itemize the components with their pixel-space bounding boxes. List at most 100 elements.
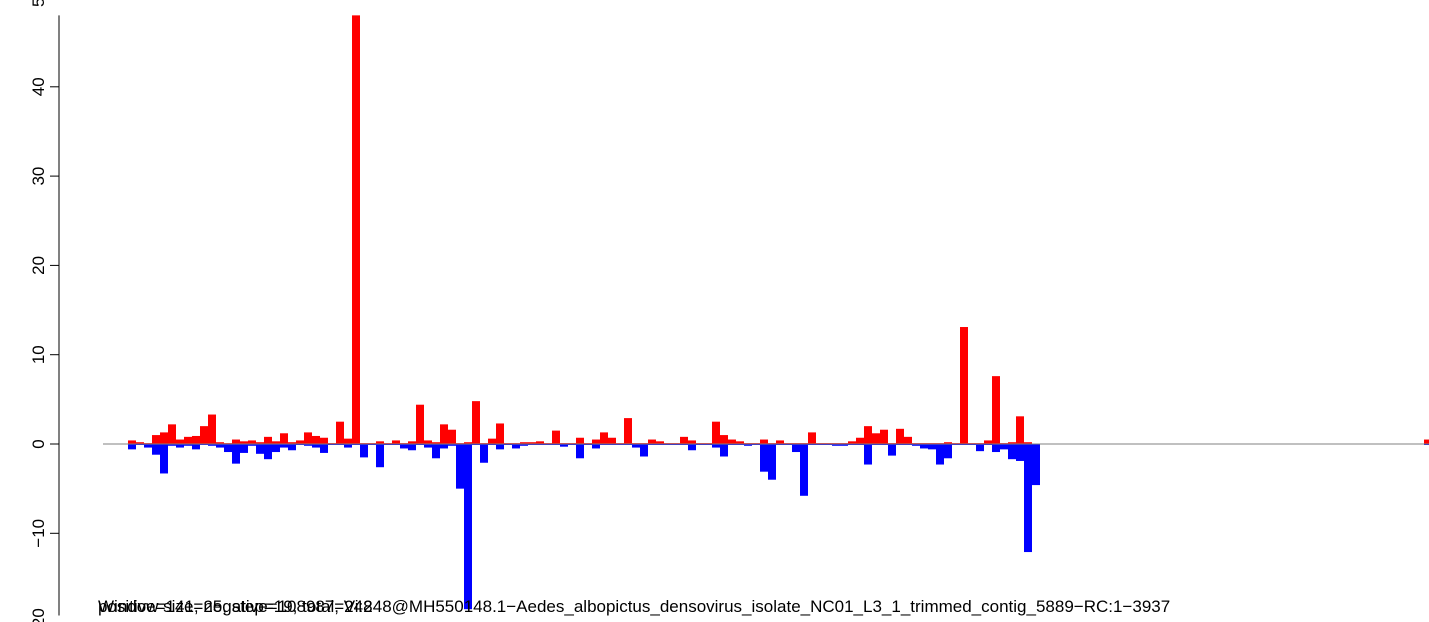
positive-bar-32: [376, 441, 384, 444]
positive-bar-74: [712, 421, 720, 444]
negative-bar-30: [360, 444, 368, 458]
negative-bar-93: [864, 444, 872, 465]
y-tick-label: 10: [29, 345, 48, 364]
positive-bar-17: [256, 442, 264, 444]
positive-bar-14: [232, 439, 240, 444]
positive-bar-24: [312, 435, 320, 444]
negative-bar-114: [1032, 444, 1040, 486]
negative-bar-19: [272, 444, 280, 453]
positive-bar-71: [688, 440, 696, 444]
positive-bar-77: [736, 441, 744, 444]
negative-bar-107: [976, 444, 984, 452]
positive-bar-52: [536, 441, 544, 444]
negative-bar-25: [320, 444, 328, 453]
negative-bar-64: [632, 444, 640, 448]
negative-bar-42: [456, 444, 464, 489]
positive-bar-54: [552, 430, 560, 444]
negative-bar-8: [184, 444, 192, 446]
negative-bar-96: [888, 444, 896, 456]
positive-bar-61: [608, 437, 616, 444]
positive-bar-28: [344, 438, 352, 444]
positive-bar-5: [160, 432, 168, 444]
positive-bar-1: [128, 440, 136, 444]
negative-bar-40: [440, 444, 448, 449]
negative-bar-71: [688, 444, 696, 451]
negative-bar-47: [496, 444, 504, 450]
positive-bar-44: [472, 401, 480, 444]
negative-bar-103: [944, 444, 952, 459]
negative-bar-4: [152, 444, 160, 455]
positive-bar-8: [184, 436, 192, 444]
positive-bar-95: [880, 429, 888, 444]
y-tick-label: 30: [29, 167, 48, 186]
positive-bar-18: [264, 436, 272, 444]
positive-bar-105: [960, 327, 968, 444]
negative-bar-14: [232, 444, 240, 464]
positive-bar-93: [864, 426, 872, 444]
negative-bar-49: [512, 444, 520, 449]
positive-bar-16: [248, 440, 256, 444]
positive-bar-37: [416, 404, 424, 444]
positive-bar-76: [728, 439, 736, 444]
y-tick-label: 0: [29, 439, 48, 448]
positive-bar-109: [992, 376, 1000, 444]
negative-bar-11: [208, 444, 216, 446]
negative-bar-81: [768, 444, 776, 480]
positive-bar-36: [408, 441, 416, 444]
positive-bar-43: [464, 442, 472, 444]
positive-bar-75: [720, 435, 728, 444]
y-tick-label: 40: [29, 77, 48, 96]
negative-bar-59: [592, 444, 600, 449]
positive-bar-70: [680, 436, 688, 444]
positive-bar-22: [296, 440, 304, 444]
negative-bar-9: [192, 444, 200, 450]
negative-bar-23: [304, 444, 312, 446]
positive-bar-103: [944, 442, 952, 444]
negative-bar-84: [792, 444, 800, 453]
positive-bar-21: [288, 442, 296, 444]
negative-bar-13: [224, 444, 232, 453]
positive-bar-60: [600, 432, 608, 444]
positive-bar-97: [896, 428, 904, 444]
positive-bar-47: [496, 423, 504, 444]
negative-bar-85: [800, 444, 808, 496]
negative-bar-32: [376, 444, 384, 468]
y-tick-label: −20: [29, 608, 48, 622]
positive-bar-4: [152, 435, 160, 444]
positive-bar-63: [624, 418, 632, 444]
negative-bar-80: [760, 444, 768, 472]
negative-bar-18: [264, 444, 272, 460]
negative-bar-101: [928, 444, 936, 450]
negative-bar-50: [520, 444, 528, 446]
negative-bar-3: [144, 444, 152, 448]
negative-bar-111: [1008, 444, 1016, 460]
negative-bar-102: [936, 444, 944, 465]
negative-bar-99: [912, 444, 920, 446]
positive-bar-86: [808, 432, 816, 444]
positive-bar-112: [1016, 416, 1024, 444]
positive-bar-51: [528, 442, 536, 444]
positive-bar-80: [760, 439, 768, 444]
positive-bar-111: [1008, 442, 1016, 444]
negative-bar-20: [280, 444, 288, 448]
y-ticks: −20 −10 0 10 20 30 40 50: [29, 0, 59, 622]
positive-bar-163: [1424, 439, 1429, 444]
positive-bar-34: [392, 440, 400, 444]
positive-bar-108: [984, 440, 992, 444]
negative-bar-41: [448, 444, 456, 446]
negative-bar-109: [992, 444, 1000, 453]
y-tick-label: 50: [29, 0, 48, 7]
positive-bar-15: [240, 441, 248, 444]
negative-bar-12: [216, 444, 224, 448]
negative-bar-16: [248, 444, 256, 446]
negative-bar-21: [288, 444, 296, 451]
negative-bar-89: [832, 444, 840, 446]
positive-bar-50: [520, 442, 528, 444]
positive-bar-10: [200, 426, 208, 444]
positive-bar-67: [656, 441, 664, 444]
positive-bar-7: [176, 439, 184, 444]
positive-bar-20: [280, 433, 288, 444]
positive-bar-82: [776, 440, 784, 444]
positive-bar-2: [136, 442, 144, 444]
